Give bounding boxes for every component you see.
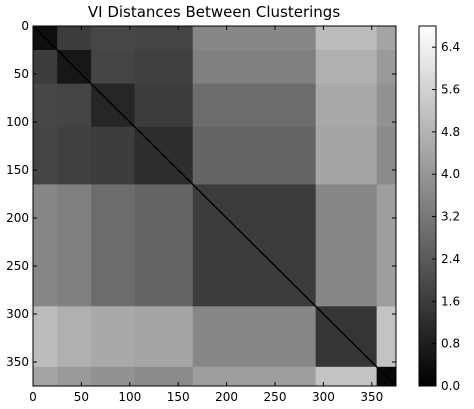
y-tick-label: 150 (6, 163, 29, 177)
diagonal-line-segment (32, 25, 397, 387)
heatmap-cell (315, 184, 378, 307)
heatmap-cell (33, 50, 58, 85)
colorbar-tick-label: 3.2 (441, 210, 460, 224)
heatmap-cell (57, 83, 92, 128)
heatmap-cell (33, 306, 58, 368)
heatmap-cell (192, 50, 317, 85)
heatmap-cell (91, 50, 136, 85)
x-tick-label: 150 (167, 390, 190, 404)
y-tick-label: 50 (14, 67, 29, 81)
heatmap-cell (33, 126, 58, 185)
x-tick-label: 50 (74, 390, 89, 404)
colorbar: 0.0 0.8 1.6 2.4 3.2 4.0 4.8 5.6 6.4 (418, 25, 460, 393)
heatmap-cell (376, 50, 397, 85)
heatmap-cell (57, 306, 92, 368)
colorbar-tick-label: 4.0 (441, 167, 460, 181)
colorbar-tick-label: 2.4 (441, 252, 460, 266)
heatmap-area (32, 25, 397, 387)
y-tick-label: 0 (21, 19, 29, 33)
colorbar-tick-label: 4.8 (441, 125, 460, 139)
heatmap-cell (91, 306, 136, 368)
heatmap-cell (376, 184, 397, 307)
plot-frame (32, 25, 397, 387)
y-tick-label: 100 (6, 115, 29, 129)
heatmap-cell (376, 126, 397, 185)
heatmap-cell (315, 83, 378, 128)
heatmap-cell (134, 366, 194, 387)
heatmap-cell (33, 83, 58, 128)
heatmap-cell (134, 50, 194, 85)
heatmap-cell (192, 306, 317, 368)
x-tick-label: 200 (215, 390, 238, 404)
colorbar-ticks: 0.0 0.8 1.6 2.4 3.2 4.0 4.8 5.6 6.4 (432, 40, 460, 393)
x-tick-label: 250 (264, 390, 287, 404)
heatmap-cell (134, 83, 194, 128)
heatmap-cell (57, 126, 92, 185)
heatmap-cell (376, 306, 397, 368)
heatmap-cell (91, 184, 136, 307)
heatmap-cell (192, 83, 317, 128)
heatmap-cell (134, 306, 194, 368)
heatmap-cell (91, 126, 136, 185)
heatmap-cell (315, 26, 378, 51)
y-tick-label: 200 (6, 211, 29, 225)
heatmap-cell (57, 366, 92, 387)
heatmap-cell (315, 126, 378, 185)
y-axis: 0 50 100 150 200 250 300 350 (6, 19, 396, 369)
y-tick-label: 350 (6, 355, 29, 369)
x-tick-label: 100 (118, 390, 141, 404)
y-tick-label: 300 (6, 307, 29, 321)
x-tick-label: 0 (29, 390, 37, 404)
heatmap-cell (57, 184, 92, 307)
colorbar-tick-label: 1.6 (441, 294, 460, 308)
heatmap-cell (134, 26, 194, 51)
heatmap-cell (192, 366, 317, 387)
chart-title: VI Distances Between Clusterings (88, 3, 340, 21)
heatmap-cell (33, 184, 58, 307)
heatmap-cell (315, 366, 378, 387)
heatmap-cell (57, 26, 92, 51)
heatmap-cell (192, 26, 317, 51)
y-tick-label: 250 (6, 259, 29, 273)
heatmap-cell (376, 83, 397, 128)
heatmap-cell (91, 26, 136, 51)
diagonal-line (32, 25, 397, 387)
colorbar-tick-label: 0.0 (441, 379, 460, 393)
heatmap-cell (91, 366, 136, 387)
heatmap-cell (33, 366, 58, 387)
heatmap-cell (376, 26, 397, 51)
x-axis: 0 50 100 150 200 250 300 350 (29, 26, 383, 404)
x-tick-label: 350 (360, 390, 383, 404)
heatmap-cell (134, 184, 194, 307)
heatmap-cell (315, 50, 378, 85)
x-tick-label: 300 (312, 390, 335, 404)
colorbar-tick-label: 6.4 (441, 40, 460, 54)
colorbar-gradient (418, 25, 437, 387)
colorbar-tick-label: 0.8 (441, 337, 460, 351)
heatmap-cell (192, 126, 317, 185)
colorbar-tick-label: 5.6 (441, 83, 460, 97)
